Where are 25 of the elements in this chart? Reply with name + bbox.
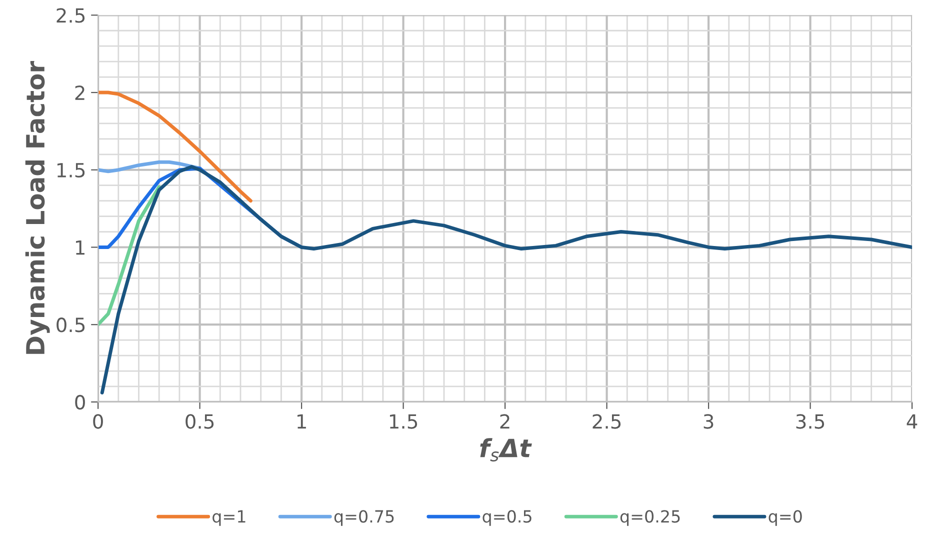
legend-label: q=0.5 [482,510,532,526]
line-series [98,90,252,203]
x-tick-label: 1 [298,414,306,429]
y-axis-title: Dynamic Load Factor [25,61,50,354]
y-tick-label: 1 [76,240,84,255]
y-tick-label: 0 [75,394,85,410]
x-tick-label: 2.5 [592,414,621,429]
line-series [100,165,912,394]
y-tick-label: 2.5 [56,8,85,23]
x-tick-label: 3.5 [796,414,824,429]
x-tick-label: 1.5 [390,414,418,429]
legend-label: q=0.75 [334,510,394,526]
y-tick-label: 1.5 [57,163,85,178]
x-tick-label: 3 [704,414,714,429]
legend-label: q=0.25 [620,510,680,526]
legend-label: q=1 [212,510,246,526]
x-tick-label: 0.5 [186,414,214,429]
line-series [98,185,161,326]
x-tick-label: 0 [93,414,103,429]
x-axis-title: f$_{s}$Δt [480,438,532,462]
legend-label: q=0 [768,510,802,526]
y-tick-label: 2 [75,85,84,100]
x-tick-label: 4 [906,414,918,429]
x-tick-label: 2 [500,414,510,429]
y-tick-label: 0.5 [56,318,85,332]
